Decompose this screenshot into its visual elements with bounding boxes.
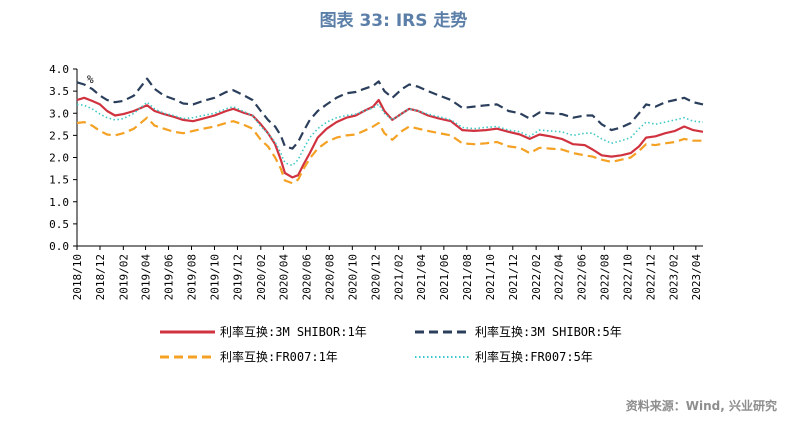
x-tick-label: 2022/02 [530, 254, 543, 300]
legend-label-1: 利率互换:3M SHIBOR:1年 [220, 324, 367, 339]
x-tick-label: 2021/08 [461, 254, 474, 300]
y-tick-label: 0.5 [49, 218, 69, 231]
x-tick-label: 2020/06 [300, 254, 313, 300]
legend-label-2: 利率互换:3M SHIBOR:5年 [475, 324, 622, 339]
series-layer [76, 77, 704, 185]
x-tick-label: 2019/10 [208, 254, 221, 300]
x-tick-label: 2022/08 [598, 254, 611, 300]
x-tick-label: 2022/12 [644, 254, 657, 300]
chart-axes: 0.0 0.5 1.0 1.5 2.0 2.5 3.0 3.5 4.0% 2018/10 2018/… [49, 63, 703, 300]
x-tick-label: 2019/08 [186, 254, 199, 300]
x-tick-label: 2020/08 [323, 254, 336, 300]
y-tick-label: 3.0 [49, 107, 69, 120]
x-tick-label: 2023/02 [668, 254, 681, 300]
y-tick-label: 2.0 [49, 152, 69, 165]
x-tick-label: 2022/04 [552, 254, 565, 301]
y-tick-label: 1.5 [49, 174, 69, 187]
series-line-2 [76, 77, 704, 150]
chart-legend: 利率互换:3M SHIBOR:1年 利率互换:3M SHIBOR:5年利率互换:F… [160, 324, 622, 364]
y-tick-label: 0.0 [49, 240, 69, 253]
x-tick-label: 2019/06 [163, 254, 176, 300]
series-line-1 [76, 96, 704, 179]
x-tick-label: 2019/02 [117, 254, 130, 300]
y-tick-label: 2.5 [49, 129, 69, 142]
y-tick-label: 4.0 [49, 63, 69, 76]
source-note: 资料来源：Wind, 兴业研究 [625, 399, 777, 413]
x-tick-label: 2022/10 [621, 254, 634, 300]
series-line-3 [76, 116, 703, 185]
x-tick-label: 2021/10 [484, 254, 497, 300]
x-tick-label: 2020/02 [255, 254, 268, 300]
x-tick-label: 2022/06 [575, 254, 588, 300]
x-tick-label: 2020/04 [277, 254, 290, 301]
x-tick-label: 2021/02 [393, 254, 406, 300]
x-tick-label: 2019/04 [140, 254, 153, 301]
x-tick-label: 2021/06 [438, 254, 451, 300]
legend-label-4: 利率互换:FR007:5年 [475, 349, 593, 364]
y-tick-label: 3.5 [49, 85, 69, 98]
chart-title: 图表 33: IRS 走势 [319, 11, 468, 31]
x-tick-label: 2018/10 [71, 254, 84, 300]
legend-label-3: 利率互换:FR007:1年 [220, 349, 338, 364]
x-tick-label: 2020/10 [346, 254, 359, 300]
x-tick-label: 2018/12 [94, 254, 107, 300]
x-tick-label: 2021/12 [507, 254, 520, 300]
x-tick-label: 2020/12 [369, 254, 382, 300]
x-tick-label: 2023/04 [690, 254, 703, 301]
y-unit-label: % [87, 73, 94, 86]
y-tick-label: 1.0 [49, 196, 69, 209]
x-tick-label: 2019/12 [231, 254, 244, 300]
x-tick-label: 2021/04 [415, 254, 428, 301]
